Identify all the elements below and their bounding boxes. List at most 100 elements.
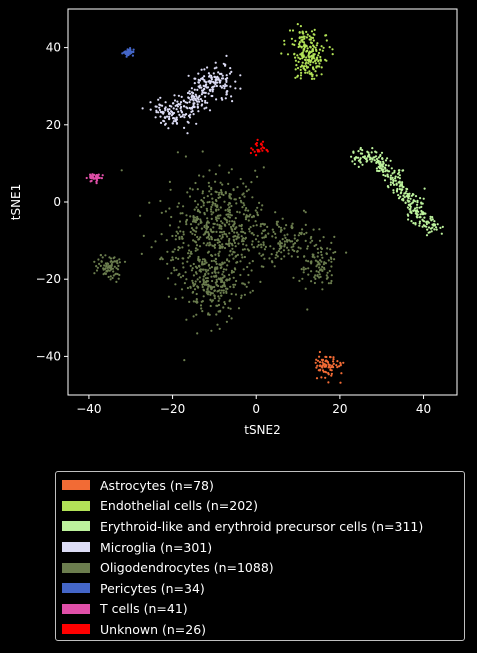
data-point [188, 90, 191, 93]
data-point [168, 180, 171, 183]
data-point [234, 80, 237, 83]
data-point [423, 216, 426, 219]
data-point [217, 284, 220, 288]
data-point [251, 289, 254, 292]
data-point [318, 263, 321, 266]
data-point [309, 63, 312, 66]
data-point [206, 251, 210, 254]
data-point [235, 279, 238, 283]
data-point [220, 189, 223, 192]
data-point [293, 43, 296, 47]
data-point [207, 263, 211, 266]
data-point [311, 239, 314, 242]
legend-swatch [62, 500, 90, 511]
data-point [149, 101, 152, 104]
data-point [326, 271, 329, 274]
data-point [275, 251, 278, 254]
data-point [219, 291, 222, 294]
data-point [240, 296, 243, 299]
data-point [199, 211, 202, 214]
data-point [403, 192, 406, 195]
data-point [211, 203, 214, 206]
data-point [357, 159, 360, 162]
data-point [295, 64, 298, 67]
data-point [374, 155, 378, 158]
data-point [254, 220, 257, 223]
data-point [221, 235, 224, 239]
y-tick-label: 0 [53, 195, 61, 209]
data-point [283, 39, 286, 42]
data-point [293, 249, 296, 253]
data-point [314, 277, 317, 280]
data-point [371, 157, 374, 160]
data-point [243, 255, 246, 259]
data-point [204, 91, 207, 94]
data-point [200, 300, 203, 303]
data-point [183, 359, 186, 362]
data-point [384, 159, 388, 162]
series-7-points [249, 138, 269, 157]
data-point [199, 218, 202, 221]
data-point [245, 244, 248, 247]
data-point [302, 67, 305, 70]
data-point [254, 238, 258, 241]
data-point [371, 147, 374, 150]
data-point [96, 179, 99, 182]
data-point [318, 361, 322, 364]
data-point [216, 204, 219, 207]
data-point [225, 287, 228, 290]
data-point [259, 225, 262, 228]
data-point [199, 268, 202, 271]
data-point [109, 265, 112, 268]
data-point [332, 360, 335, 363]
data-point [213, 297, 216, 300]
data-point [297, 234, 300, 237]
data-point [280, 242, 283, 245]
data-point [205, 106, 208, 109]
data-point [213, 267, 216, 271]
data-point [321, 281, 324, 284]
data-point [237, 236, 240, 239]
data-point [315, 74, 318, 77]
data-point [301, 228, 304, 231]
data-point [338, 365, 341, 368]
data-point [220, 237, 223, 240]
y-axis-label: tSNE1 [9, 184, 23, 221]
data-point [99, 254, 102, 257]
data-point [169, 188, 172, 191]
data-point [252, 224, 255, 227]
data-point [215, 280, 218, 283]
data-point [272, 230, 275, 234]
data-point [259, 280, 262, 283]
data-point [425, 225, 428, 228]
data-point [214, 61, 217, 64]
data-point [389, 174, 393, 177]
data-point [99, 264, 102, 267]
data-point [306, 245, 309, 248]
data-point [201, 192, 204, 195]
data-point [191, 267, 194, 270]
data-point [240, 225, 243, 228]
data-point [302, 54, 305, 57]
data-point [286, 240, 289, 243]
data-point [207, 312, 210, 315]
data-point [247, 273, 250, 277]
data-point [309, 55, 313, 58]
data-point [239, 74, 242, 77]
data-point [215, 81, 219, 84]
data-point [221, 233, 224, 236]
data-point [418, 220, 421, 223]
data-point [270, 253, 273, 256]
data-point [250, 216, 254, 219]
data-point [159, 121, 163, 124]
data-point [248, 262, 251, 265]
data-point [221, 273, 224, 276]
data-point [229, 85, 232, 88]
data-point [223, 246, 227, 250]
data-point [274, 236, 277, 239]
data-point [318, 62, 321, 65]
data-point [223, 232, 226, 235]
data-point [297, 246, 300, 249]
data-point [202, 295, 205, 298]
x-axis: −40 −20 0 20 40 [76, 395, 431, 416]
